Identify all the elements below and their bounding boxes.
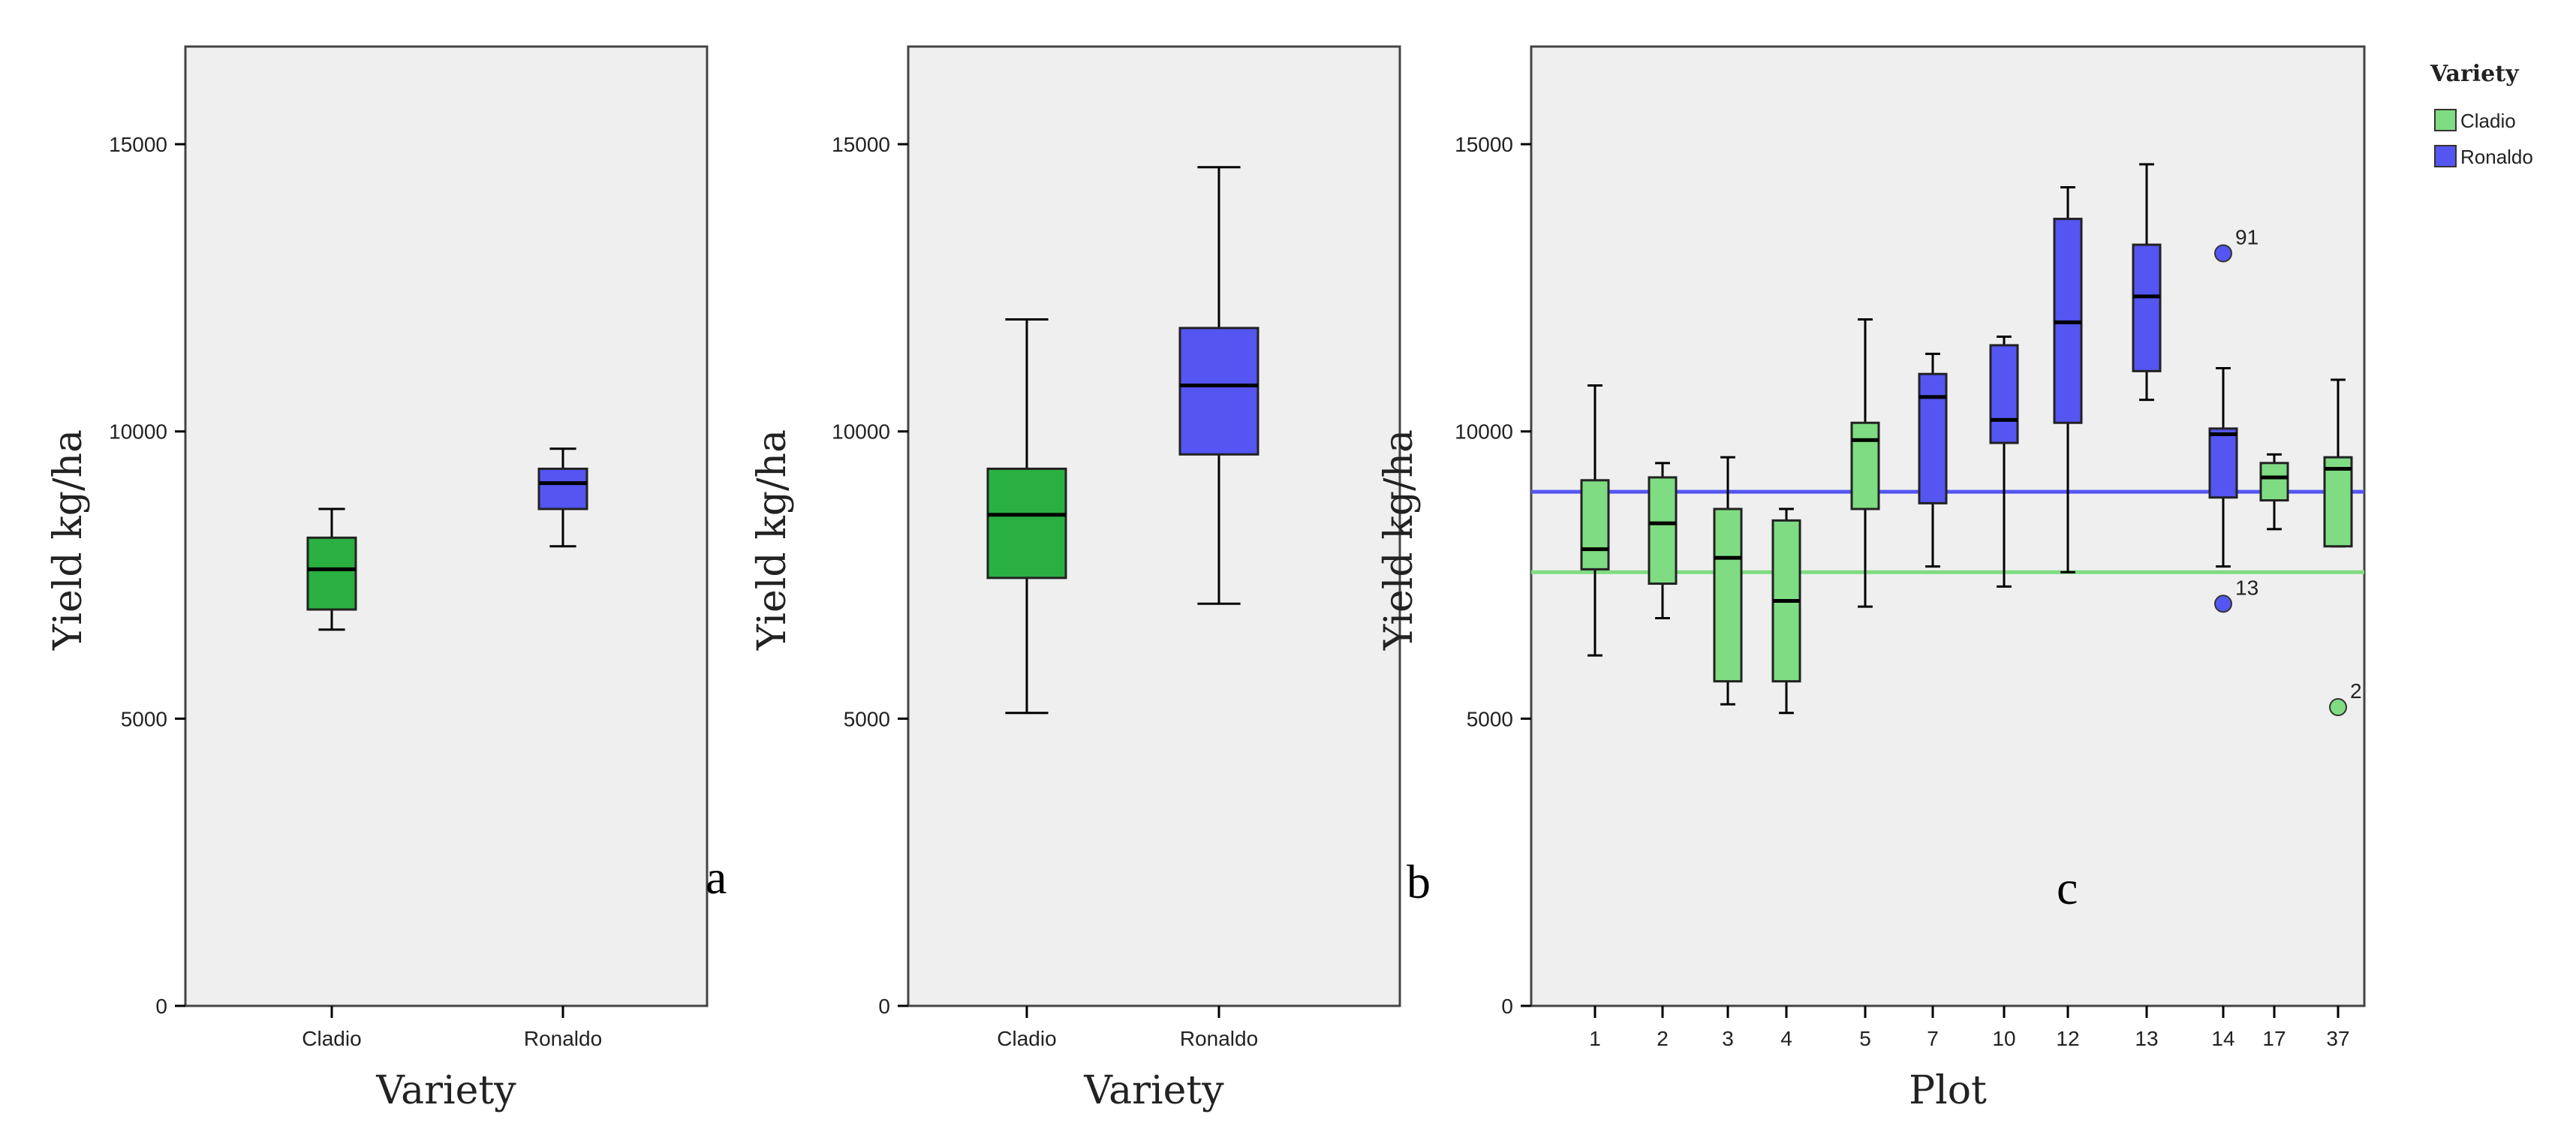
- box-37: [2323, 378, 2353, 548]
- x-tick-label: Cladio: [302, 1027, 361, 1050]
- x-tick-label: Ronaldo: [524, 1027, 602, 1050]
- panel-a: 0 5000 10000 15000 Cladio Ronaldo Yield kg/ha V…: [46, 45, 709, 1113]
- outlier-label: 13: [2235, 576, 2259, 599]
- legend-swatch-cladio: [2434, 109, 2457, 131]
- outlier-point: [2214, 595, 2232, 613]
- outlier-point: [2329, 698, 2347, 717]
- box-iqr: [2259, 462, 2289, 502]
- box-iqr: [537, 467, 588, 510]
- box-iqr: [1178, 327, 1259, 456]
- x-tick-label: 10: [1992, 1027, 2015, 1050]
- y-tick-label: 0: [878, 995, 890, 1018]
- y-axis-label: Yield kg/ha: [750, 429, 795, 651]
- box-7: [1918, 352, 1948, 568]
- box-14: [2208, 367, 2238, 568]
- panel-letter-a: a: [706, 850, 727, 904]
- box-3: [1713, 456, 1743, 706]
- panel-letter-c: c: [2057, 861, 2078, 914]
- outlier-label: 91: [2235, 225, 2259, 248]
- box-iqr: [306, 536, 357, 611]
- x-tick-label: Ronaldo: [1180, 1027, 1258, 1050]
- box-4: [1771, 507, 1801, 715]
- box-5: [1850, 318, 1880, 608]
- legend-title: Variety: [2430, 61, 2520, 87]
- x-tick-label: Cladio: [997, 1027, 1056, 1050]
- x-tick-label: 17: [2262, 1027, 2286, 1050]
- y-tick-label: 0: [1501, 995, 1513, 1018]
- box-12: [2053, 185, 2083, 574]
- box-iqr: [1713, 507, 1743, 683]
- box-iqr: [1918, 372, 1948, 504]
- box-iqr: [1850, 421, 1880, 510]
- x-axis-label: Variety: [375, 1068, 516, 1113]
- x-axis-label: Variety: [1083, 1068, 1224, 1113]
- y-tick-label: 5000: [844, 707, 890, 730]
- box-iqr: [2132, 243, 2162, 372]
- y-tick-label: 10000: [109, 420, 167, 444]
- y-tick-label: 15000: [832, 133, 890, 156]
- x-tick-label: 12: [2056, 1027, 2079, 1050]
- y-axis-label: Yield kg/ha: [46, 429, 91, 651]
- box-cladio: [986, 318, 1067, 715]
- plot-area: [184, 45, 709, 1007]
- y-tick-label: 15000: [1455, 133, 1513, 156]
- y-tick-label: 10000: [832, 420, 890, 444]
- box-10: [1989, 335, 2019, 588]
- legend-swatch-ronaldo: [2434, 145, 2457, 167]
- x-tick-label: 14: [2211, 1027, 2234, 1050]
- y-tick-label: 15000: [109, 133, 167, 156]
- panel-letter-b: b: [1407, 855, 1431, 908]
- box-iqr: [1580, 479, 1610, 571]
- x-tick-label: 7: [1927, 1027, 1939, 1050]
- outlier-label: 2: [2350, 679, 2362, 703]
- box-iqr: [2323, 456, 2353, 548]
- box-cladio: [306, 507, 357, 631]
- x-tick-label: 13: [2135, 1027, 2158, 1050]
- box-ronaldo: [537, 447, 588, 548]
- x-tick-label: 4: [1780, 1027, 1792, 1050]
- box-iqr: [986, 467, 1067, 580]
- y-tick-label: 5000: [1467, 707, 1513, 730]
- box-iqr: [1989, 344, 2019, 444]
- box-iqr: [2208, 427, 2238, 499]
- box-iqr: [1648, 476, 1678, 586]
- plot-area: [907, 45, 1401, 1007]
- box-17: [2259, 453, 2289, 531]
- box-1: [1580, 384, 1610, 657]
- legend-label-ronaldo: Ronaldo: [2460, 146, 2533, 168]
- box-ronaldo: [1178, 166, 1259, 605]
- legend: Variety Cladio Ronaldo: [2430, 61, 2533, 168]
- x-tick-label: 5: [1859, 1027, 1871, 1050]
- box-13: [2132, 163, 2162, 402]
- panel-b: 0 5000 10000 15000 Cladio Ronaldo Yield kg/ha V…: [750, 45, 1401, 1113]
- legend-label-cladio: Cladio: [2460, 110, 2516, 132]
- y-tick-label: 5000: [121, 707, 167, 730]
- x-tick-label: 3: [1722, 1027, 1734, 1050]
- x-tick-label: 37: [2326, 1027, 2349, 1050]
- box-2: [1648, 462, 1678, 619]
- x-axis-label: Plot: [1909, 1068, 1987, 1113]
- y-tick-label: 0: [155, 995, 167, 1018]
- y-tick-label: 10000: [1455, 420, 1513, 444]
- x-tick-label: 1: [1589, 1027, 1601, 1050]
- y-axis-label: Yield kg/ha: [1377, 429, 1422, 651]
- x-tick-label: 2: [1657, 1027, 1669, 1050]
- outlier-point: [2214, 244, 2232, 263]
